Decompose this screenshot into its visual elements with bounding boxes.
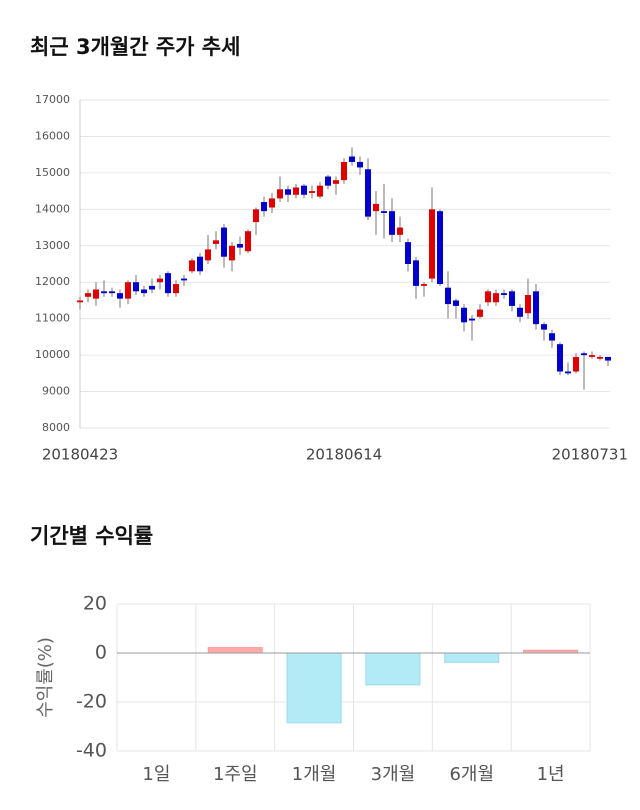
- candle-body: [157, 278, 163, 283]
- candle-body: [301, 185, 307, 195]
- x-tick-label: 20180423: [42, 446, 118, 464]
- candle-body: [165, 273, 171, 294]
- candle-body: [141, 289, 147, 294]
- candle-body: [85, 293, 91, 297]
- y-tick-label: 17000: [35, 93, 70, 106]
- bar: [207, 647, 263, 654]
- candle-body: [245, 231, 251, 252]
- candle-body: [493, 293, 499, 303]
- y-tick-label: 9000: [42, 385, 70, 398]
- y-tick-label: 20: [83, 593, 107, 615]
- candle-body: [109, 291, 115, 294]
- candle-body: [429, 209, 435, 279]
- y-tick-label: 0: [95, 642, 107, 664]
- y-tick-label: -40: [76, 740, 107, 762]
- candle-body: [533, 291, 539, 325]
- candle-body: [501, 293, 507, 295]
- candle-body: [197, 256, 203, 272]
- candle-body: [261, 202, 267, 212]
- candle-body: [461, 307, 467, 323]
- candle-body: [589, 355, 595, 357]
- candle-body: [173, 284, 179, 294]
- candle-body: [317, 185, 323, 197]
- candle-body: [309, 191, 315, 193]
- candle-body: [477, 309, 483, 317]
- candle-body: [237, 243, 243, 248]
- candle-body: [437, 211, 443, 285]
- candle-body: [469, 318, 475, 321]
- candle-body: [221, 227, 227, 257]
- candle-body: [365, 169, 371, 217]
- candle-body: [293, 187, 299, 195]
- y-tick-label: 10000: [35, 348, 70, 361]
- x-tick-label: 1년: [537, 764, 565, 785]
- candle-body: [573, 356, 579, 372]
- x-tick-label: 6개월: [449, 764, 494, 785]
- x-tick-label: 1일: [142, 764, 170, 785]
- candle-body: [357, 161, 363, 168]
- x-tick-label: 1주일: [213, 764, 258, 785]
- candle-body: [381, 211, 387, 213]
- chart-title: 최근 3개월간 주가 추세: [30, 35, 240, 59]
- candle-body: [373, 203, 379, 212]
- y-tick-label: 11000: [35, 312, 70, 325]
- y-tick-label: 13000: [35, 239, 70, 252]
- candle-body: [453, 300, 459, 306]
- candle-body: [333, 180, 339, 184]
- candle-body: [77, 300, 83, 303]
- x-tick-label: 20180731: [552, 446, 628, 464]
- candle-body: [189, 260, 195, 272]
- candle-body: [445, 287, 451, 305]
- candle-body: [485, 291, 491, 303]
- candle-body: [597, 356, 603, 359]
- x-tick-label: 1개월: [292, 764, 337, 785]
- candle-body: [389, 211, 395, 235]
- candle-body: [277, 189, 283, 199]
- candle-body: [229, 245, 235, 261]
- y-tick-label: -20: [76, 691, 107, 713]
- bar: [286, 652, 342, 724]
- y-tick-label: 14000: [35, 202, 70, 215]
- candle-body: [269, 198, 275, 208]
- candle-body: [341, 161, 347, 181]
- y-tick-label: 16000: [35, 129, 70, 142]
- candle-body: [605, 356, 611, 361]
- candle-body: [413, 260, 419, 286]
- x-tick-label: 20180614: [306, 446, 382, 464]
- candle-body: [213, 240, 219, 244]
- candle-body: [509, 291, 515, 306]
- y-tick-label: 8000: [42, 421, 70, 434]
- candle-body: [549, 333, 555, 341]
- candle-body: [349, 156, 355, 162]
- candle-body: [581, 353, 587, 356]
- candle-body: [325, 176, 331, 186]
- y-tick-label: 12000: [35, 275, 70, 288]
- candle-body: [525, 294, 531, 314]
- candle-body: [133, 282, 139, 292]
- candle-body: [181, 278, 187, 281]
- candle-body: [557, 344, 563, 372]
- candle-body: [125, 282, 131, 299]
- candle-body: [517, 307, 523, 317]
- chart-title: 기간별 수익률: [30, 524, 153, 548]
- candle-body: [405, 242, 411, 264]
- x-tick-label: 3개월: [371, 764, 416, 785]
- candle-body: [205, 249, 211, 261]
- candle-body: [253, 209, 259, 223]
- candle-body: [421, 284, 427, 286]
- candle-body: [93, 289, 99, 299]
- y-axis-label: 수익률(%): [35, 637, 56, 718]
- candle-body: [101, 291, 107, 294]
- candle-body: [149, 285, 155, 290]
- candle-body: [397, 227, 403, 235]
- candle-body: [117, 293, 123, 299]
- candle-body: [565, 371, 571, 374]
- bar: [444, 652, 500, 663]
- candle-body: [541, 324, 547, 330]
- y-tick-label: 15000: [35, 166, 70, 179]
- bar: [365, 652, 421, 686]
- candle-body: [285, 189, 291, 195]
